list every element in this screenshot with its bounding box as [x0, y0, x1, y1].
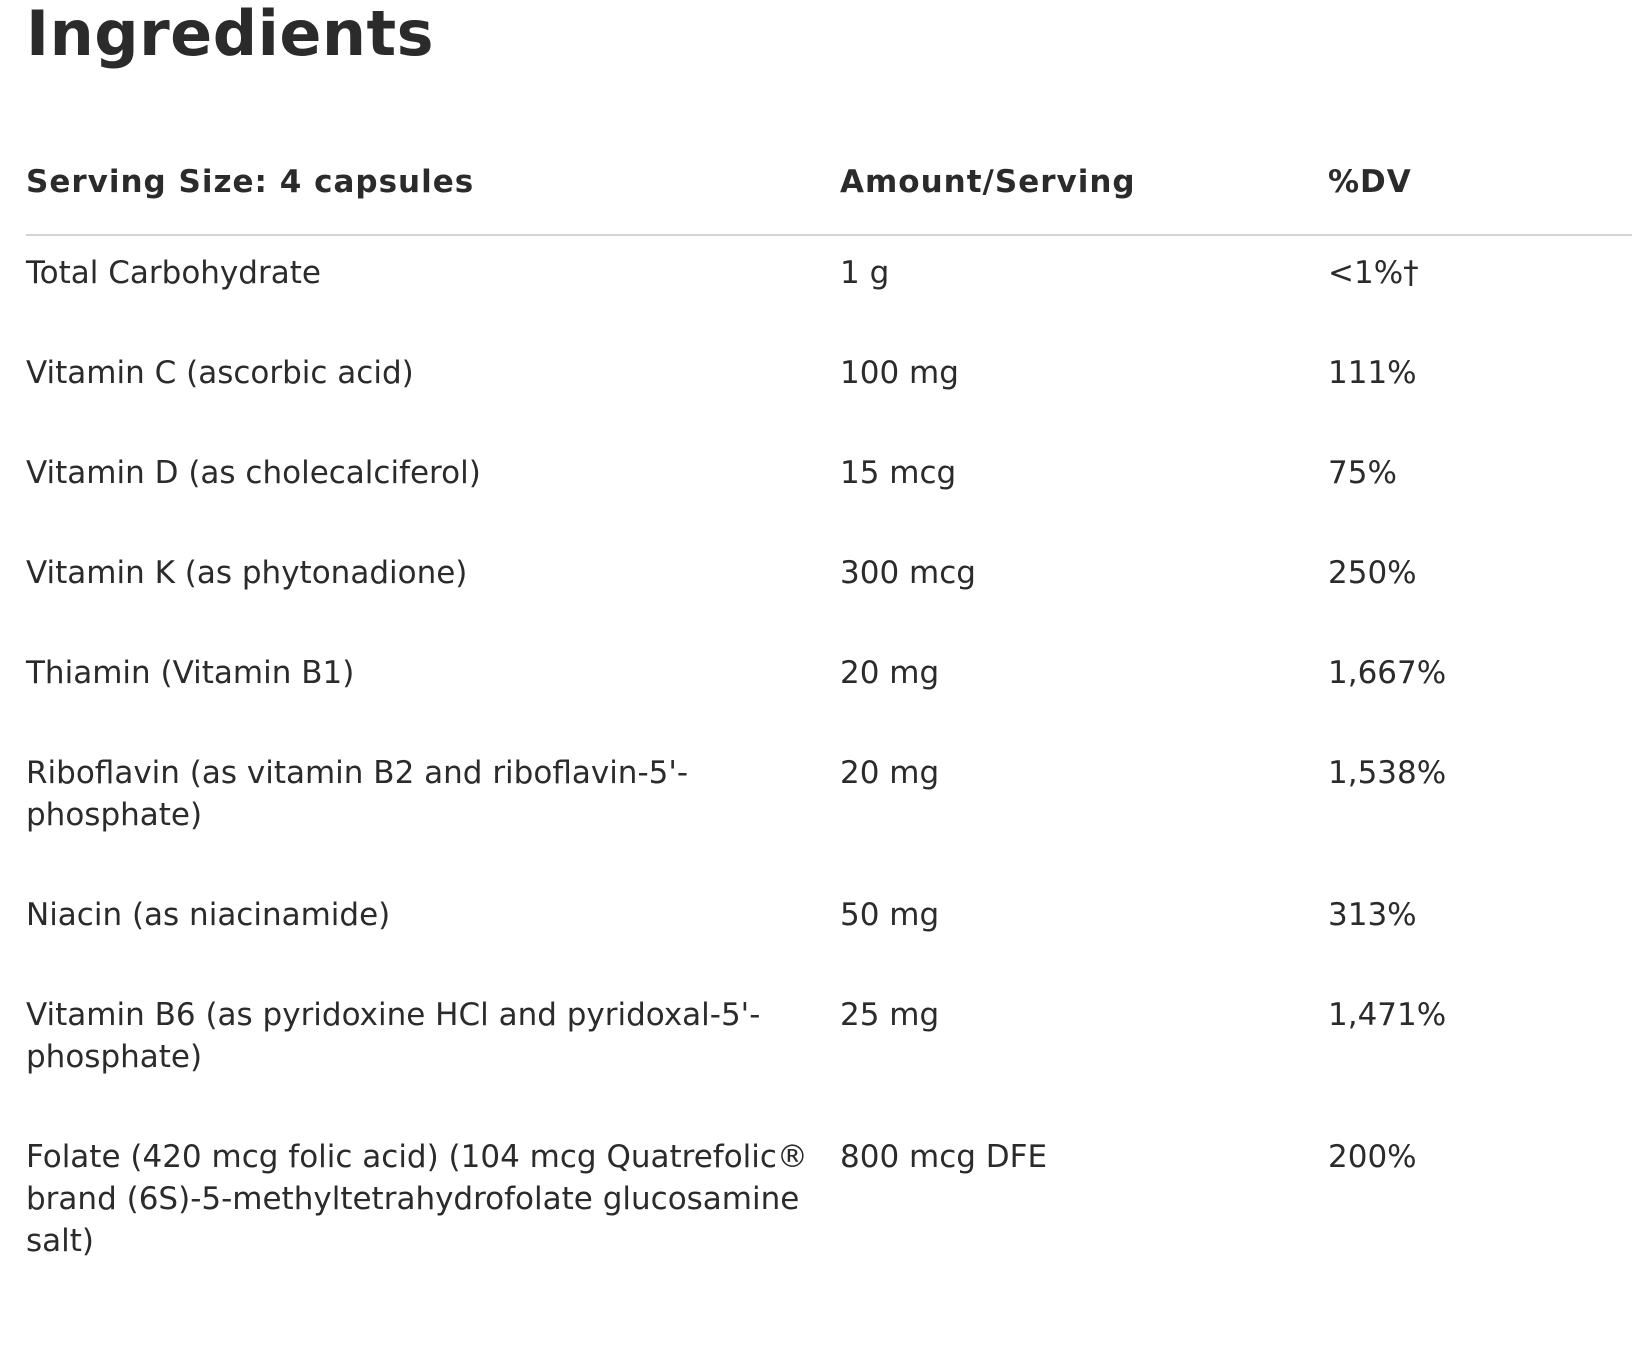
ingredient-name: Vitamin D (as cholecalciferol): [26, 455, 481, 491]
page-title: Ingredients: [26, 0, 435, 70]
table-row: Riboflavin (as vitamin B2 and riboflavin…: [26, 752, 1632, 894]
header-serving-size: Serving Size: 4 capsules: [26, 164, 475, 200]
ingredient-dv: 313%: [1328, 897, 1417, 933]
ingredient-name: Vitamin K (as phytonadione): [26, 555, 468, 591]
table-row: Total Carbohydrate 1 g <1%†: [26, 252, 1632, 352]
ingredient-amount: 20 mg: [840, 655, 940, 691]
ingredient-amount: 15 mcg: [840, 455, 957, 491]
table-row: Niacin (as niacinamide) 50 mg 313%: [26, 894, 1632, 994]
ingredient-name: Total Carbohydrate: [26, 255, 321, 291]
table-row: Vitamin B6 (as pyridoxine HCl and pyrido…: [26, 994, 1632, 1136]
ingredient-name: Riboflavin (as vitamin B2 and riboflavin…: [26, 755, 689, 833]
ingredient-dv: 111%: [1328, 355, 1417, 391]
ingredient-name: Niacin (as niacinamide): [26, 897, 391, 933]
ingredient-name: Thiamin (Vitamin B1): [26, 655, 355, 691]
ingredient-amount: 50 mg: [840, 897, 940, 933]
ingredient-amount: 800 mcg DFE: [840, 1139, 1048, 1175]
ingredient-amount: 100 mg: [840, 355, 959, 391]
ingredient-dv: 1,667%: [1328, 655, 1447, 691]
ingredient-name: Folate (420 mcg folic acid) (104 mcg Qua…: [26, 1139, 808, 1259]
table-row: Vitamin D (as cholecalciferol) 15 mcg 75…: [26, 452, 1632, 552]
table-row: Thiamin (Vitamin B1) 20 mg 1,667%: [26, 652, 1632, 752]
header-daily-value: %DV: [1328, 164, 1412, 200]
ingredient-amount: 20 mg: [840, 755, 940, 791]
ingredient-name: Vitamin C (ascorbic acid): [26, 355, 414, 391]
ingredient-amount: 1 g: [840, 255, 890, 291]
ingredient-name: Vitamin B6 (as pyridoxine HCl and pyrido…: [26, 997, 761, 1075]
ingredient-dv: 200%: [1328, 1139, 1417, 1175]
ingredient-amount: 300 mcg: [840, 555, 976, 591]
table-header: Serving Size: 4 capsules Amount/Serving …: [26, 150, 1632, 236]
ingredient-amount: 25 mg: [840, 997, 940, 1033]
ingredient-dv: 1,538%: [1328, 755, 1447, 791]
header-amount-per-serving: Amount/Serving: [840, 164, 1136, 200]
ingredient-dv: 1,471%: [1328, 997, 1447, 1033]
ingredient-dv: 75%: [1328, 455, 1397, 491]
ingredient-dv: <1%†: [1328, 255, 1419, 291]
table-row: Folate (420 mcg folic acid) (104 mcg Qua…: [26, 1136, 1632, 1266]
table-row: Vitamin K (as phytonadione) 300 mcg 250%: [26, 552, 1632, 652]
ingredients-table: Serving Size: 4 capsules Amount/Serving …: [26, 150, 1632, 1266]
ingredient-dv: 250%: [1328, 555, 1417, 591]
table-row: Vitamin C (ascorbic acid) 100 mg 111%: [26, 352, 1632, 452]
